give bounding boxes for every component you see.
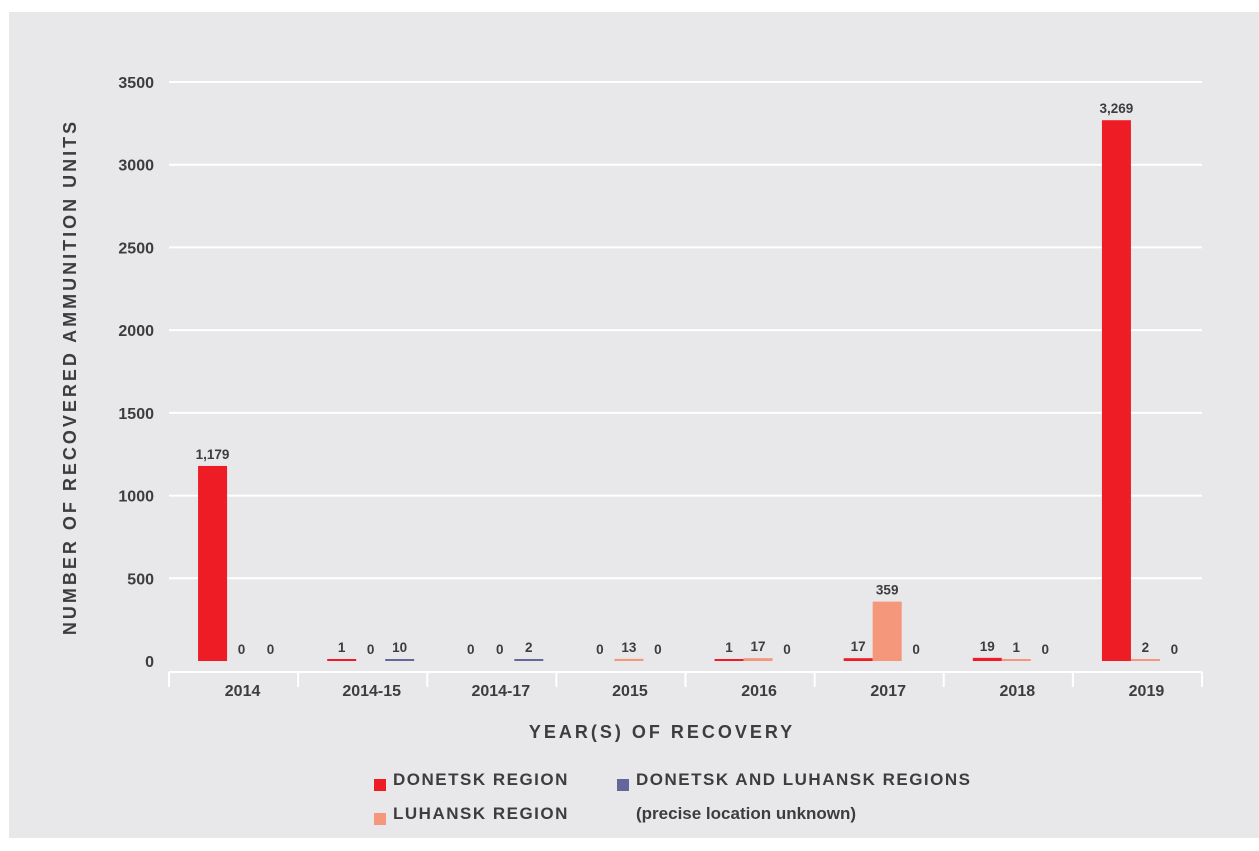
y-tick-label: 3500	[118, 75, 154, 92]
x-tick-label: 2016	[741, 683, 777, 700]
y-tick-label: 1500	[118, 406, 154, 423]
data-label: 3,269	[1100, 101, 1134, 116]
bar	[385, 659, 415, 661]
bar	[614, 658, 644, 661]
x-tick-label: 2014-15	[342, 683, 401, 700]
bar	[327, 659, 357, 661]
bar	[843, 658, 873, 661]
x-tick-label: 2019	[1129, 683, 1165, 700]
bar	[1130, 659, 1160, 661]
x-tick-label: 2018	[1000, 683, 1036, 700]
bar	[743, 658, 773, 661]
legend-label: DONETSK REGION	[393, 770, 569, 789]
legend-label: DONETSK AND LUHANSK REGIONS	[636, 770, 972, 789]
legend-swatch	[374, 779, 386, 791]
x-tick-label: 2014	[225, 683, 261, 700]
legend-swatch	[374, 813, 386, 825]
data-label: 1,179	[196, 447, 230, 462]
y-tick-label: 500	[127, 571, 154, 588]
data-label: 0	[1171, 642, 1179, 657]
legend-label: LUHANSK REGION	[393, 804, 569, 823]
data-label: 10	[392, 640, 407, 655]
y-tick-label: 2000	[118, 323, 154, 340]
data-label: 0	[467, 642, 475, 657]
y-tick-label: 2500	[118, 240, 154, 257]
data-label: 0	[783, 642, 791, 657]
x-tick-label: 2017	[870, 683, 906, 700]
data-label: 0	[267, 642, 275, 657]
data-label: 13	[621, 640, 637, 655]
data-label: 0	[367, 642, 375, 657]
data-label: 359	[876, 583, 899, 598]
x-tick-label: 2014-17	[471, 683, 530, 700]
data-label: 2	[1142, 640, 1150, 655]
bar	[198, 465, 228, 661]
chart-panel: 0 500 1000 1500 2000 2500 3000 3500 2014 2014-15…	[9, 12, 1259, 838]
bar	[1101, 120, 1131, 662]
x-axis-title: YEAR(S) OF RECOVERY	[529, 722, 795, 742]
data-label: 2	[525, 640, 533, 655]
bar	[714, 659, 744, 661]
data-label: 0	[912, 642, 920, 657]
y-tick-label: 0	[145, 654, 154, 671]
data-label: 0	[496, 642, 504, 657]
legend-sublabel: (precise location unknown)	[636, 804, 857, 823]
bar	[514, 659, 544, 661]
bar	[972, 657, 1002, 661]
data-label: 0	[596, 642, 604, 657]
data-label: 17	[851, 639, 866, 654]
data-label: 0	[654, 642, 662, 657]
data-label: 1	[725, 640, 733, 655]
data-label: 1	[338, 640, 346, 655]
y-tick-label: 3000	[118, 158, 154, 175]
data-label: 0	[238, 642, 246, 657]
bar	[1001, 659, 1031, 661]
x-tick-label: 2015	[612, 683, 648, 700]
y-tick-label: 1000	[118, 489, 154, 506]
legend-swatch	[617, 779, 629, 791]
data-label: 1	[1013, 640, 1021, 655]
y-axis-title: NUMBER OF RECOVERED AMMUNITION UNITS	[60, 119, 80, 635]
bar	[872, 601, 902, 661]
data-label: 17	[751, 639, 766, 654]
data-label: 19	[980, 639, 995, 654]
data-label: 0	[1042, 642, 1050, 657]
